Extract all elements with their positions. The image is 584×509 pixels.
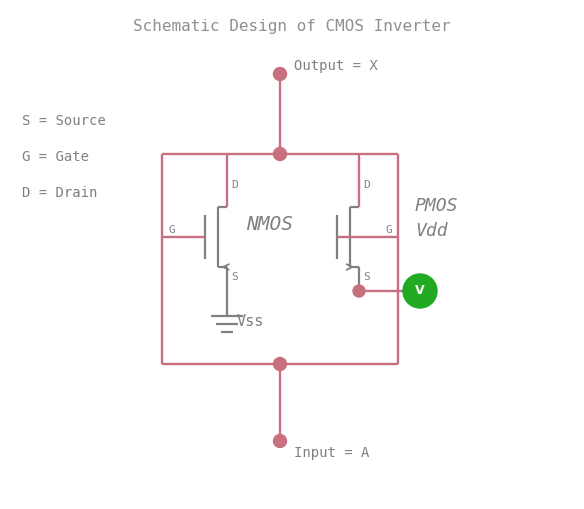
Text: G = Gate: G = Gate	[22, 150, 89, 164]
Text: Output = X: Output = X	[294, 59, 378, 73]
Text: S: S	[363, 272, 370, 282]
Text: G: G	[168, 225, 175, 235]
Text: Vss: Vss	[237, 315, 265, 329]
Text: D = Drain: D = Drain	[22, 186, 98, 200]
Text: PMOS
Vdd: PMOS Vdd	[415, 197, 458, 240]
Circle shape	[403, 274, 437, 308]
Text: D: D	[231, 180, 238, 190]
Text: V: V	[415, 285, 425, 297]
Text: Schematic Design of CMOS Inverter: Schematic Design of CMOS Inverter	[133, 19, 451, 35]
Circle shape	[353, 285, 365, 297]
Text: S = Source: S = Source	[22, 114, 106, 128]
Text: D: D	[363, 180, 370, 190]
Text: NMOS: NMOS	[246, 215, 294, 235]
Circle shape	[273, 435, 287, 447]
Text: S: S	[231, 272, 238, 282]
Text: Input = A: Input = A	[294, 446, 369, 460]
Text: G: G	[385, 225, 392, 235]
Circle shape	[273, 357, 287, 371]
Circle shape	[273, 68, 287, 80]
Circle shape	[273, 148, 287, 160]
